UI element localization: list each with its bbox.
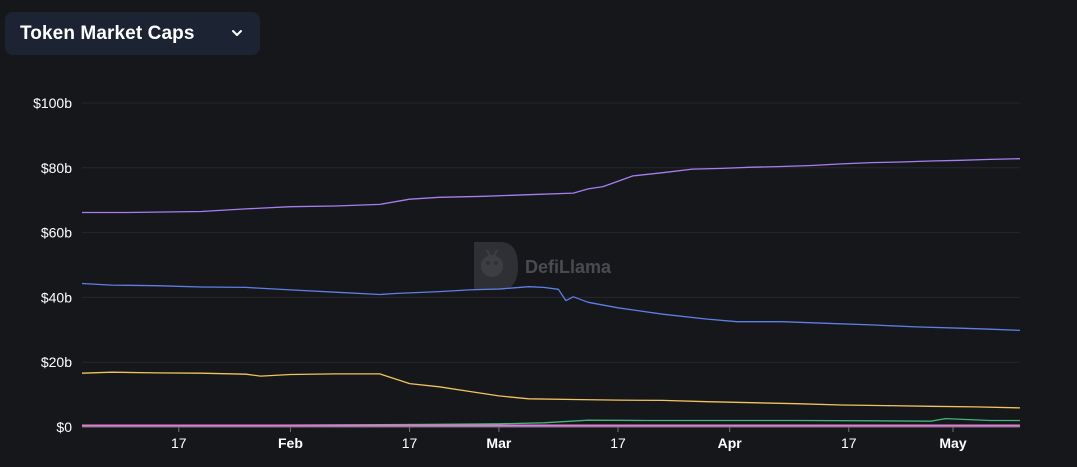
series-line-3[interactable] <box>81 371 1021 409</box>
defillama-watermark: DefiLlama <box>474 242 612 290</box>
chevron-down-icon <box>232 30 242 36</box>
x-tick-label: Feb <box>278 435 303 451</box>
y-tick-label: $20b <box>41 354 72 370</box>
x-tick-label: 17 <box>610 435 626 451</box>
series-lines <box>81 158 1021 428</box>
y-tick-label: $80b <box>41 160 72 176</box>
x-tick-label: Apr <box>718 435 743 451</box>
x-axis: 17 Feb 17 Mar 17 Apr 17 May <box>82 426 1020 451</box>
y-tick-label: $0 <box>56 419 72 435</box>
y-axis: $0 $20b $40b $60b $80b $100b <box>33 95 72 435</box>
x-tick-label: May <box>939 435 966 451</box>
series-line-4[interactable] <box>81 417 1020 427</box>
grid-lines <box>82 102 1020 363</box>
watermark-text: DefiLlama <box>525 257 612 277</box>
dropdown-label: Token Market Caps <box>20 22 195 44</box>
x-tick-label: 17 <box>402 435 418 451</box>
token-market-caps-dropdown[interactable]: Token Market Caps <box>5 12 260 55</box>
y-tick-label: $100b <box>33 95 72 111</box>
x-tick-label: Mar <box>486 435 511 451</box>
y-tick-label: $40b <box>41 289 72 305</box>
llama-logo-icon <box>474 242 518 290</box>
x-tick-label: 17 <box>171 435 187 451</box>
series-line-1[interactable] <box>82 158 1021 214</box>
y-tick-label: $60b <box>41 225 72 241</box>
series-line-2[interactable] <box>81 282 1021 332</box>
x-tick-label: 17 <box>841 435 857 451</box>
